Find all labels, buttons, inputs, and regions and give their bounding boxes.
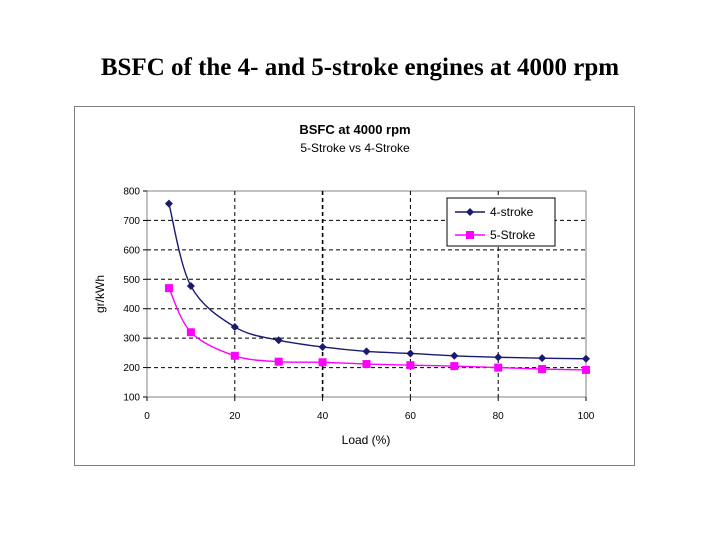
data-point — [538, 365, 547, 374]
data-point — [186, 282, 195, 291]
data-point — [164, 199, 173, 208]
data-point — [230, 322, 239, 331]
y-tick-label: 600 — [123, 245, 140, 256]
y-tick-label: 700 — [123, 216, 140, 227]
data-point — [274, 357, 283, 366]
data-point — [450, 351, 459, 360]
x-tick-labels: 0 20 40 60 80 100 — [144, 411, 595, 422]
series-4-stroke — [164, 199, 590, 363]
legend: 4-stroke 5-Stroke — [446, 197, 556, 247]
legend-label: 4-stroke — [490, 205, 534, 219]
y-axis-label: gr/kWh — [93, 275, 107, 313]
data-point — [494, 353, 503, 362]
slide-title: BSFC of the 4- and 5-stroke engines at 4… — [100, 54, 620, 81]
x-axis-label: Load (%) — [342, 433, 391, 447]
data-point — [494, 363, 503, 372]
data-point — [582, 365, 590, 374]
chart-title: BSFC at 4000 rpm — [299, 122, 410, 137]
y-tick-labels: 100 200 300 400 500 600 700 800 — [123, 187, 140, 404]
data-point — [274, 336, 283, 345]
data-point — [362, 360, 371, 369]
series-layer — [164, 199, 590, 374]
data-point — [230, 351, 239, 360]
x-tick-label: 100 — [578, 411, 595, 422]
x-tick-label: 40 — [317, 411, 329, 422]
data-point — [362, 347, 371, 356]
y-tick-label: 500 — [123, 275, 140, 286]
data-point — [406, 361, 415, 370]
legend-box — [446, 197, 556, 247]
x-tick-label: 60 — [405, 411, 417, 422]
x-tick-label: 80 — [493, 411, 505, 422]
legend-marker — [466, 231, 474, 239]
legend-marker — [466, 208, 474, 216]
data-point — [186, 328, 195, 337]
legend-label: 5-Stroke — [490, 228, 536, 242]
data-point — [318, 342, 327, 351]
y-tick-label: 800 — [123, 187, 140, 198]
chart-subtitle: 5-Stroke vs 4-Stroke — [300, 141, 410, 155]
y-tick-label: 400 — [123, 304, 140, 315]
x-tick-label: 20 — [229, 411, 241, 422]
series-5-stroke — [164, 284, 590, 374]
data-point — [318, 358, 327, 367]
data-point — [582, 354, 590, 363]
x-tick-label: 0 — [144, 411, 150, 422]
data-point — [450, 362, 459, 371]
y-tick-label: 100 — [123, 393, 140, 404]
data-point — [164, 284, 173, 293]
data-point — [406, 349, 415, 358]
y-tick-label: 200 — [123, 363, 140, 374]
y-tick-label: 300 — [123, 334, 140, 345]
data-point — [538, 354, 547, 363]
